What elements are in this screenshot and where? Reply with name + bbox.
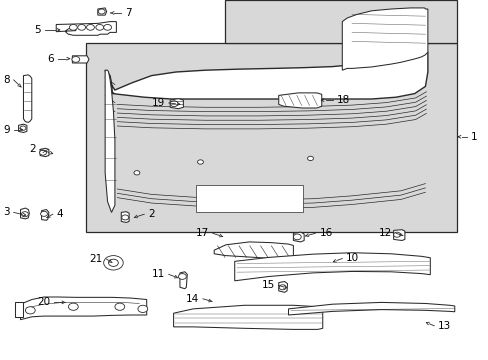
Circle shape bbox=[138, 305, 147, 312]
Text: 18: 18 bbox=[336, 95, 349, 105]
Polygon shape bbox=[105, 70, 115, 212]
Text: 11: 11 bbox=[151, 269, 164, 279]
Bar bbox=[195, 185, 303, 212]
Circle shape bbox=[103, 256, 123, 270]
Circle shape bbox=[98, 9, 105, 14]
Polygon shape bbox=[20, 297, 146, 320]
Text: 5: 5 bbox=[34, 25, 41, 35]
Circle shape bbox=[178, 274, 186, 279]
Text: 13: 13 bbox=[437, 321, 450, 331]
Circle shape bbox=[293, 234, 301, 240]
Polygon shape bbox=[23, 75, 32, 122]
Polygon shape bbox=[72, 56, 89, 63]
Text: 3: 3 bbox=[3, 207, 10, 217]
Polygon shape bbox=[98, 8, 106, 15]
Circle shape bbox=[279, 285, 285, 290]
Polygon shape bbox=[41, 210, 49, 220]
Text: 19: 19 bbox=[151, 98, 164, 108]
Circle shape bbox=[69, 24, 77, 30]
Circle shape bbox=[72, 57, 80, 62]
Bar bbox=[85, 43, 456, 232]
Polygon shape bbox=[278, 282, 287, 292]
Text: 20: 20 bbox=[37, 297, 50, 307]
Text: 7: 7 bbox=[125, 8, 132, 18]
Circle shape bbox=[20, 126, 26, 130]
Circle shape bbox=[25, 307, 35, 314]
Circle shape bbox=[134, 171, 140, 175]
Circle shape bbox=[115, 303, 124, 310]
Text: 2: 2 bbox=[29, 144, 36, 154]
Polygon shape bbox=[214, 242, 293, 258]
Polygon shape bbox=[393, 230, 404, 240]
Circle shape bbox=[393, 232, 400, 237]
Circle shape bbox=[21, 212, 28, 217]
Polygon shape bbox=[180, 272, 187, 289]
Circle shape bbox=[96, 24, 103, 30]
Polygon shape bbox=[278, 93, 321, 108]
Polygon shape bbox=[20, 208, 29, 219]
Text: 10: 10 bbox=[346, 253, 359, 264]
Circle shape bbox=[170, 101, 178, 107]
Polygon shape bbox=[288, 302, 454, 315]
Circle shape bbox=[108, 259, 118, 266]
Text: 9: 9 bbox=[3, 125, 10, 135]
Polygon shape bbox=[56, 22, 116, 35]
Circle shape bbox=[40, 150, 46, 155]
Text: 8: 8 bbox=[3, 75, 10, 85]
Text: 14: 14 bbox=[185, 294, 199, 304]
Text: 4: 4 bbox=[57, 209, 63, 219]
Text: 15: 15 bbox=[261, 280, 274, 291]
Polygon shape bbox=[342, 8, 427, 70]
Circle shape bbox=[307, 156, 313, 161]
Circle shape bbox=[68, 303, 78, 310]
Circle shape bbox=[103, 24, 111, 30]
Text: 16: 16 bbox=[319, 228, 332, 238]
Text: 1: 1 bbox=[470, 132, 477, 142]
Polygon shape bbox=[173, 305, 322, 329]
Text: 6: 6 bbox=[47, 54, 54, 64]
Polygon shape bbox=[105, 52, 427, 99]
Polygon shape bbox=[40, 148, 49, 157]
Text: 12: 12 bbox=[378, 228, 391, 238]
Circle shape bbox=[122, 215, 128, 220]
Polygon shape bbox=[234, 253, 429, 281]
Text: 2: 2 bbox=[148, 209, 155, 219]
Circle shape bbox=[86, 24, 94, 30]
Text: 21: 21 bbox=[89, 254, 102, 264]
Bar bbox=[15, 302, 23, 317]
Polygon shape bbox=[121, 212, 129, 222]
Bar bbox=[224, 0, 456, 43]
Circle shape bbox=[78, 24, 85, 30]
Polygon shape bbox=[170, 99, 183, 109]
Polygon shape bbox=[19, 124, 27, 132]
Circle shape bbox=[41, 211, 47, 216]
Circle shape bbox=[197, 160, 203, 164]
Text: 17: 17 bbox=[195, 228, 208, 238]
Polygon shape bbox=[293, 232, 304, 242]
